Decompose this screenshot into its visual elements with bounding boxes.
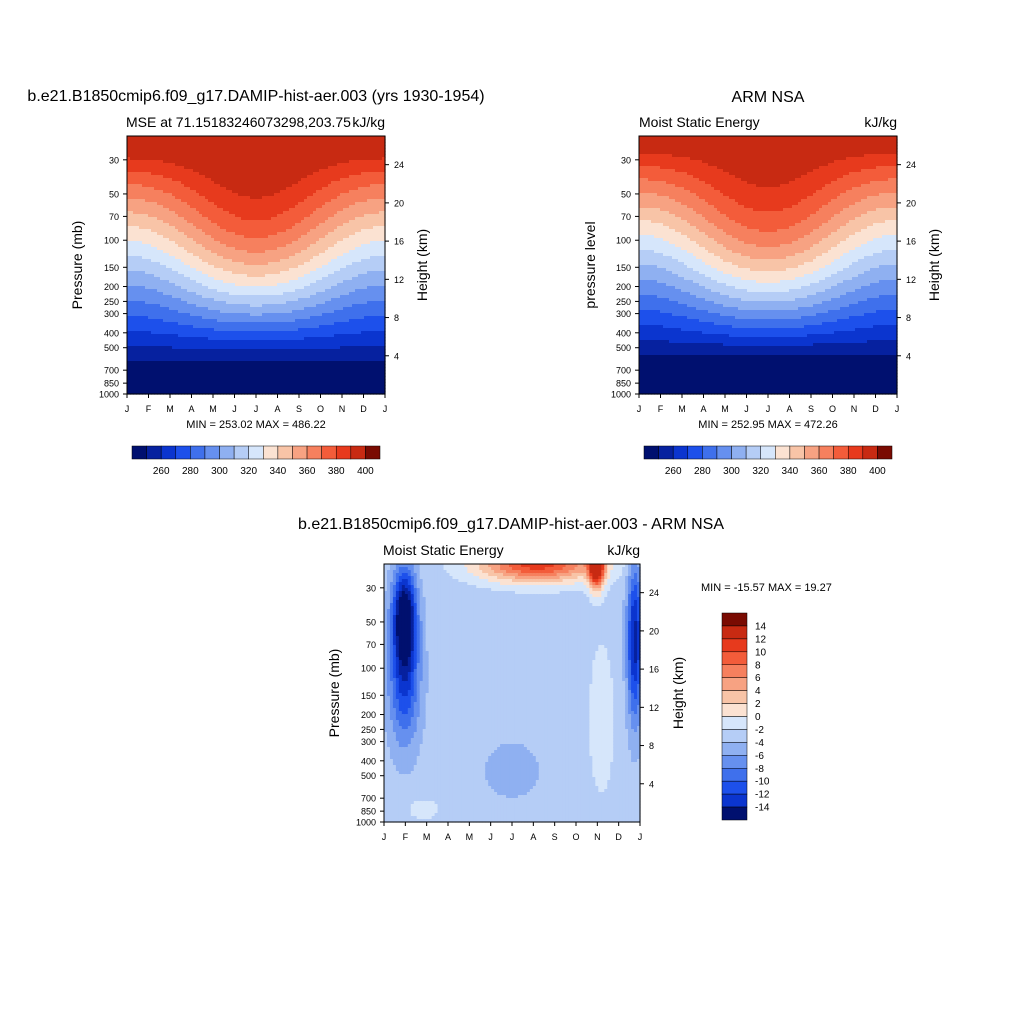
- panel-subtitle-left: MSE at 71.15183246073298,203.75: [126, 114, 351, 130]
- panel-subtitle-right: kJ/kg: [352, 114, 385, 130]
- contour-field: [127, 136, 386, 395]
- panel-model: b.e21.B1850cmip6.f09_g17.DAMIP-hist-aer.…: [27, 88, 484, 477]
- panel-title: b.e21.B1850cmip6.f09_g17.DAMIP-hist-aer.…: [27, 88, 484, 105]
